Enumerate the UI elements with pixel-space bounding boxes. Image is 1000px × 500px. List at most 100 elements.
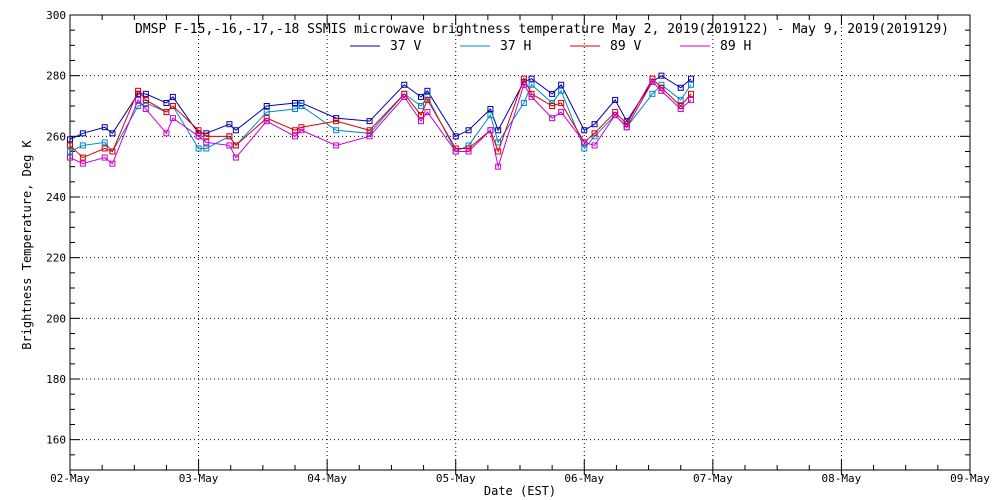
- legend-label: 89 V: [610, 39, 641, 54]
- data-point: [67, 142, 73, 149]
- data-point: [658, 87, 665, 94]
- data-point: [528, 93, 535, 100]
- data-point: [79, 154, 86, 161]
- y-tick-label: 260: [46, 130, 66, 143]
- x-tick-label: 04-May: [307, 472, 347, 485]
- data-point: [169, 93, 176, 100]
- data-point: [495, 139, 502, 146]
- data-point: [109, 148, 116, 155]
- data-point: [591, 142, 598, 149]
- data-point: [232, 142, 239, 149]
- series-89h: [67, 78, 694, 170]
- data-point: [623, 124, 630, 131]
- data-point: [558, 99, 565, 106]
- data-point: [101, 139, 108, 146]
- data-point: [109, 130, 116, 137]
- data-point: [169, 115, 176, 122]
- data-point: [424, 96, 431, 103]
- data-point: [79, 142, 86, 149]
- data-point: [142, 90, 149, 97]
- legend-label: 89 H: [720, 39, 751, 54]
- data-point: [581, 139, 588, 146]
- series-line: [69, 75, 692, 140]
- chart-title: DMSP F-15,-16,-17,-18 SSMIS microwave br…: [135, 22, 949, 37]
- data-point: [649, 78, 656, 85]
- data-point: [487, 127, 494, 134]
- data-point: [549, 90, 556, 97]
- data-point: [649, 90, 656, 97]
- data-point: [612, 96, 619, 103]
- data-point: [558, 109, 565, 116]
- data-point: [495, 148, 502, 155]
- data-point: [298, 103, 305, 109]
- ticks: 160 180 200 220 240 260 280 300 02-May 03-May 04-M…: [46, 9, 990, 485]
- data-point: [591, 130, 598, 137]
- data-point: [581, 127, 588, 134]
- series-layer: [67, 72, 694, 170]
- data-point: [465, 148, 472, 155]
- y-tick-label: 160: [46, 434, 66, 447]
- data-point: [658, 72, 665, 79]
- data-point: [558, 81, 565, 88]
- data-point: [232, 154, 239, 161]
- data-point: [366, 133, 373, 140]
- data-point: [263, 118, 270, 125]
- y-tick-label: 220: [46, 252, 66, 265]
- data-point: [67, 154, 73, 161]
- data-point: [520, 99, 527, 106]
- data-point: [203, 145, 210, 152]
- data-point: [591, 121, 598, 128]
- data-point: [495, 163, 502, 170]
- x-tick-label: 08-May: [822, 472, 862, 485]
- data-point: [424, 109, 431, 116]
- y-tick-label: 280: [46, 70, 66, 83]
- data-point: [452, 148, 459, 155]
- x-tick-label: 02-May: [50, 472, 90, 485]
- data-point: [142, 106, 149, 113]
- data-point: [677, 84, 684, 91]
- data-point: [487, 106, 494, 113]
- y-tick-label: 300: [46, 9, 66, 22]
- data-point: [163, 109, 170, 116]
- data-point: [677, 96, 684, 103]
- data-point: [333, 115, 340, 122]
- data-point: [142, 96, 149, 103]
- data-point: [333, 127, 340, 134]
- data-point: [418, 103, 424, 109]
- data-point: [549, 103, 556, 109]
- y-tick-label: 200: [46, 312, 66, 325]
- data-point: [520, 75, 527, 82]
- data-point: [424, 87, 431, 94]
- data-point: [67, 148, 73, 155]
- data-point: [292, 106, 298, 113]
- data-point: [292, 133, 298, 140]
- data-point: [263, 109, 270, 116]
- data-point: [688, 75, 694, 82]
- x-axis-label: Date (EST): [484, 484, 556, 498]
- grid: [70, 15, 970, 470]
- data-point: [452, 133, 459, 140]
- plot-frame: [69, 14, 971, 471]
- data-point: [135, 96, 142, 103]
- series-line: [69, 80, 692, 169]
- data-point: [558, 87, 565, 94]
- data-point: [688, 96, 694, 103]
- data-point: [487, 112, 494, 119]
- x-tick-label: 07-May: [693, 472, 733, 485]
- data-point: [203, 139, 210, 146]
- data-point: [135, 87, 142, 94]
- data-point: [612, 112, 619, 119]
- data-point: [677, 106, 684, 113]
- data-point: [109, 160, 116, 167]
- data-point: [203, 133, 210, 140]
- data-point: [333, 142, 340, 149]
- data-point: [232, 127, 239, 134]
- data-point: [581, 145, 588, 152]
- data-point: [79, 160, 86, 167]
- data-point: [163, 130, 170, 137]
- data-point: [263, 103, 270, 109]
- data-point: [520, 81, 527, 88]
- data-point: [366, 118, 373, 125]
- data-point: [101, 124, 108, 131]
